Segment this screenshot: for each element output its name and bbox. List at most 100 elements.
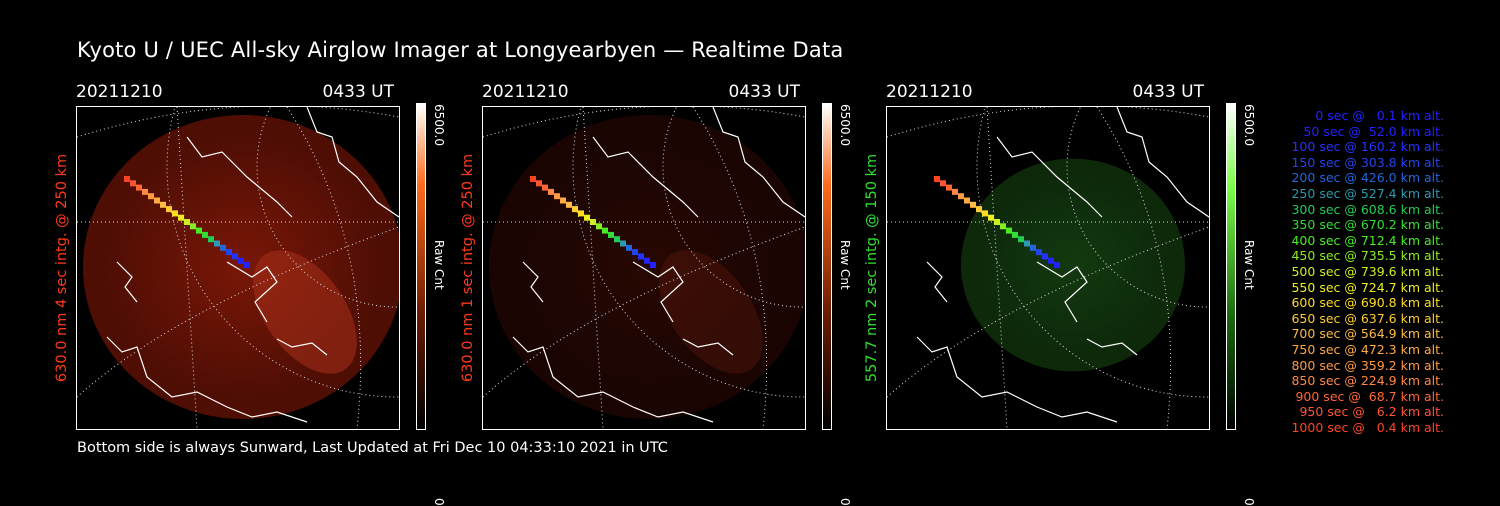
legend-row: 350 sec @ 670.2 km alt. bbox=[1291, 217, 1444, 233]
trajectory-point bbox=[190, 223, 196, 230]
trajectory-point bbox=[184, 219, 190, 225]
legend-row: 750 sec @ 472.3 km alt. bbox=[1291, 341, 1444, 357]
legend-row: 700 sec @ 564.9 km alt. bbox=[1291, 326, 1444, 342]
grid-line bbox=[887, 107, 1209, 138]
grid-line bbox=[286, 107, 362, 429]
imager-panel-2: 20211210 0433 UT 630.0 nm 1 sec intg. @ … bbox=[460, 82, 862, 506]
trajectory-point bbox=[626, 244, 632, 251]
panel-time: 0433 UT bbox=[728, 82, 801, 102]
trajectory-point bbox=[554, 193, 560, 200]
colorbar-min-text: 0 bbox=[1242, 498, 1256, 506]
colorbar bbox=[1226, 103, 1236, 430]
coastline bbox=[116, 261, 138, 303]
grid-line bbox=[692, 107, 768, 429]
legend-row: 1000 sec @ 0.4 km alt. bbox=[1291, 419, 1444, 435]
trajectory-point bbox=[602, 227, 608, 234]
panel-date: 20211210 bbox=[886, 82, 973, 102]
colorbar-unit-text: Raw Cnt bbox=[838, 240, 852, 290]
allsky-image bbox=[886, 106, 1210, 430]
trajectory-point bbox=[536, 180, 542, 187]
coastline bbox=[226, 261, 278, 323]
trajectory-point bbox=[196, 227, 202, 234]
trajectory-point bbox=[952, 188, 958, 195]
trajectory-point bbox=[244, 262, 250, 268]
panel-date: 20211210 bbox=[76, 82, 163, 102]
legend-row: 150 sec @ 303.8 km alt. bbox=[1291, 154, 1444, 170]
legend-row: 250 sec @ 527.4 km alt. bbox=[1291, 185, 1444, 201]
trajectory-point bbox=[172, 210, 178, 217]
legend-row: 100 sec @ 160.2 km alt. bbox=[1291, 139, 1444, 155]
trajectory-point bbox=[142, 188, 148, 195]
trajectory-point bbox=[226, 249, 232, 256]
sky-map-svg bbox=[77, 107, 399, 429]
trajectory-point bbox=[220, 244, 226, 251]
trajectory-point bbox=[614, 236, 620, 243]
legend-row: 800 sec @ 359.2 km alt. bbox=[1291, 357, 1444, 373]
trajectory-point bbox=[1024, 240, 1030, 247]
allsky-image bbox=[482, 106, 806, 430]
coastline bbox=[926, 261, 948, 303]
trajectory-point bbox=[160, 201, 166, 208]
colorbar-unit-text: Raw Cnt bbox=[432, 240, 446, 290]
trajectory-point bbox=[136, 184, 142, 191]
page-title: Kyoto U / UEC All-sky Airglow Imager at … bbox=[77, 38, 844, 62]
coastline bbox=[916, 336, 1118, 423]
coastline bbox=[592, 136, 699, 218]
colorbar-min-text: 0 bbox=[838, 498, 852, 506]
panel-wavelength-label: 630.0 nm 4 sec intg. @ 250 km bbox=[50, 106, 74, 430]
trajectory-point bbox=[1006, 227, 1012, 234]
wavelength-label-text: 630.0 nm 4 sec intg. @ 250 km bbox=[54, 153, 70, 383]
coastline bbox=[1086, 338, 1138, 356]
wavelength-label-text: 557.7 nm 2 sec intg. @ 150 km bbox=[864, 153, 880, 383]
legend-row: 550 sec @ 724.7 km alt. bbox=[1291, 279, 1444, 295]
trajectory-point bbox=[560, 197, 566, 204]
legend-row: 200 sec @ 426.0 km alt. bbox=[1291, 170, 1444, 186]
legend-row: 450 sec @ 735.5 km alt. bbox=[1291, 248, 1444, 264]
colorbar bbox=[822, 103, 832, 430]
trajectory-point bbox=[1048, 257, 1054, 264]
coastline bbox=[306, 107, 399, 218]
trajectory-point bbox=[1036, 249, 1042, 256]
trajectory-point bbox=[608, 231, 614, 238]
trajectory-point bbox=[1030, 244, 1036, 251]
sky-map-svg bbox=[887, 107, 1209, 429]
trajectory-point bbox=[1018, 236, 1024, 243]
panel-date: 20211210 bbox=[482, 82, 569, 102]
imager-panel-1: 20211210 0433 UT 630.0 nm 4 sec intg. @ … bbox=[54, 82, 456, 506]
trajectory-point bbox=[208, 236, 214, 243]
trajectory-point bbox=[964, 197, 970, 204]
trajectory-point bbox=[650, 262, 656, 268]
legend-row: 900 sec @ 68.7 km alt. bbox=[1295, 388, 1444, 404]
trajectory-point bbox=[148, 193, 154, 200]
trajectory-point bbox=[202, 231, 208, 238]
trajectory-point bbox=[530, 176, 536, 182]
colorbar-max-text: 6500.0 bbox=[1242, 104, 1256, 146]
trajectory-point bbox=[982, 210, 988, 217]
trajectory-point bbox=[154, 197, 160, 204]
wavelength-label-text: 630.0 nm 1 sec intg. @ 250 km bbox=[460, 153, 476, 383]
airglow-disk bbox=[489, 115, 805, 419]
trajectory-point bbox=[584, 214, 590, 221]
colorbar bbox=[416, 103, 426, 430]
coastline bbox=[682, 338, 734, 356]
trajectory-point bbox=[632, 249, 638, 256]
colorbar-min-text: 0 bbox=[432, 498, 446, 506]
panel-time: 0433 UT bbox=[322, 82, 395, 102]
trajectory-point bbox=[1012, 231, 1018, 238]
trajectory-point bbox=[238, 257, 244, 264]
footer-status: Bottom side is always Sunward, Last Upda… bbox=[77, 440, 668, 456]
coastline bbox=[276, 338, 328, 356]
colorbar-max-text: 6500.0 bbox=[432, 104, 446, 146]
panel-wavelength-label: 630.0 nm 1 sec intg. @ 250 km bbox=[456, 106, 480, 430]
grid-line bbox=[176, 107, 198, 429]
trajectory-point bbox=[542, 184, 548, 191]
trajectory-point bbox=[572, 206, 578, 213]
legend-row: 50 sec @ 52.0 km alt. bbox=[1303, 123, 1444, 139]
colorbar-max-text: 6500.0 bbox=[838, 104, 852, 146]
legend-row: 600 sec @ 690.8 km alt. bbox=[1291, 295, 1444, 311]
legend-row: 0 sec @ 0.1 km alt. bbox=[1315, 108, 1444, 123]
colorbar-unit-text: Raw Cnt bbox=[1242, 240, 1256, 290]
grid-line bbox=[1096, 107, 1172, 429]
panel-wavelength-label: 557.7 nm 2 sec intg. @ 150 km bbox=[860, 106, 884, 430]
trajectory-point bbox=[988, 214, 994, 221]
